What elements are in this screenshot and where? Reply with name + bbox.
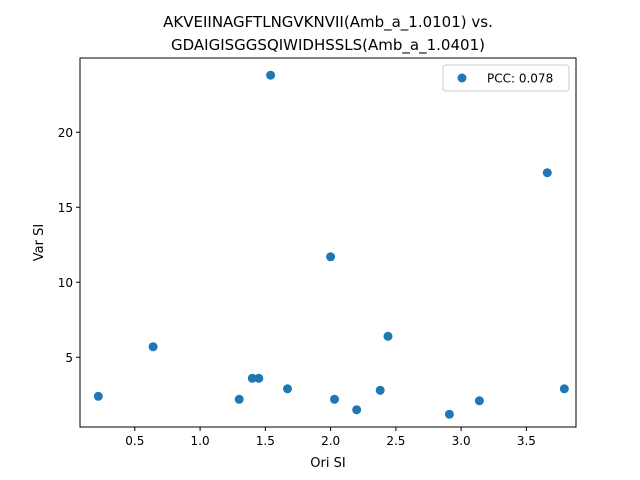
data-point [375,385,385,395]
legend: PCC: 0.078 [442,64,570,92]
y-tick-label: 20 [58,126,73,140]
data-point [283,384,292,394]
data-point [542,168,552,178]
x-tick-label: 0.5 [125,434,144,448]
y-tick-label: 15 [58,201,73,215]
chart-title-line-2: GDAIGISGGSQIWIDHSSLS(Amb_a_1.0401) [171,36,485,55]
x-tick-label: 2.5 [386,434,405,448]
data-point [234,394,244,404]
chart-title-line-1: AKVEIINAGFTLNGVKNVII(Amb_a_1.0101) vs. [163,13,493,32]
legend-label: PCC: 0.078 [487,72,553,86]
x-tick-label: 3.0 [452,434,471,448]
x-tick-label: 1.0 [191,434,210,448]
data-point [93,391,103,401]
data-point [559,384,569,394]
data-point [266,70,276,80]
x-tick-label: 2.0 [321,434,340,448]
legend-box [442,64,570,92]
data-point [383,331,393,341]
data-point [254,373,264,383]
legend-marker [457,73,467,83]
x-tick-label: 3.5 [517,434,536,448]
x-axis-ticks: 0.5 1.0 1.5 2.0 2.5 3.0 3.5 [125,427,536,448]
axes-frame [79,57,577,428]
y-axis-ticks: 5 10 15 20 [58,126,80,365]
data-point [148,342,158,352]
x-tick-label: 1.5 [256,434,275,448]
y-tick-label: 10 [58,276,73,290]
data-point [444,409,454,419]
data-point [474,396,484,406]
data-point [326,252,336,262]
data-point [330,394,339,404]
data-point [352,405,362,415]
plot-area [93,70,569,419]
y-axis-label: Var SI [32,224,47,261]
y-tick-label: 5 [65,351,73,365]
data-point [247,373,257,383]
x-axis-label: Ori SI [310,456,345,471]
